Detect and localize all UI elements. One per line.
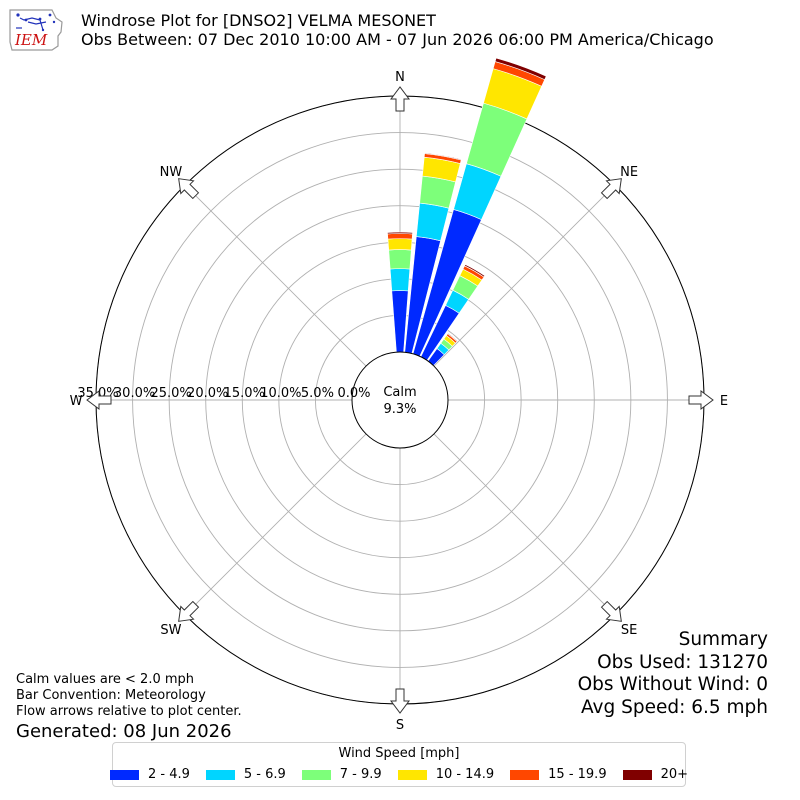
- legend-swatch: [397, 769, 427, 780]
- flow-arrow-icon: [600, 600, 622, 622]
- legend-swatch: [109, 769, 139, 780]
- legend-swatch: [205, 769, 235, 780]
- legend-item: 10 - 14.9: [397, 767, 495, 782]
- direction-label: W: [70, 394, 83, 409]
- flow-arrow-icon: [688, 390, 714, 410]
- wind-bar-segment: [389, 268, 411, 292]
- legend-label: 5 - 6.9: [243, 767, 286, 782]
- legend-swatch: [622, 769, 652, 780]
- summary-heading: Summary: [678, 629, 768, 650]
- direction-label: SW: [160, 623, 181, 638]
- title-line-2: Obs Between: 07 Dec 2010 10:00 AM - 07 J…: [81, 30, 714, 49]
- direction-label: NW: [160, 165, 183, 180]
- wind-bar-segment: [387, 238, 413, 251]
- radial-tick-label: 0.0%: [337, 386, 370, 401]
- legend-label: 20+: [660, 767, 689, 782]
- summary-obs-without-wind: Obs Without Wind: 0: [577, 674, 768, 695]
- direction-label: N: [395, 70, 405, 85]
- chart-title: Windrose Plot for [DNSO2] VELMA MESONET …: [81, 11, 714, 49]
- wind-bar-segment: [415, 202, 450, 242]
- legend-item: 20+: [622, 767, 689, 782]
- radial-tick-label: 5.0%: [301, 386, 334, 401]
- grid-spoke: [433, 433, 616, 616]
- direction-label: E: [720, 394, 728, 409]
- wind-bar-segment: [387, 231, 413, 235]
- legend-label: 2 - 4.9: [147, 767, 190, 782]
- legend-item: 2 - 4.9: [109, 767, 190, 782]
- legend-swatch: [510, 769, 540, 780]
- radial-tick-label: 20.0%: [187, 386, 228, 401]
- flow-arrow-icon: [600, 178, 622, 200]
- calm-circle: [351, 351, 449, 449]
- direction-label: S: [396, 718, 404, 733]
- direction-label: NE: [620, 165, 638, 180]
- svg-text:IEM: IEM: [14, 31, 48, 49]
- calm-value: 9.3%: [383, 402, 416, 417]
- wind-bar-segment: [494, 57, 547, 80]
- legend-label: 7 - 9.9: [339, 767, 382, 782]
- wind-bar-segment: [447, 332, 458, 342]
- radial-tick-label: 10.0%: [260, 386, 301, 401]
- legend-items: 2 - 4.9 5 - 6.9 7 - 9.9 10 - 14.9 15 - 1…: [109, 767, 689, 782]
- calm-note: Calm values are < 2.0 mph: [16, 672, 195, 687]
- iem-logo: IEM: [9, 9, 63, 51]
- title-line-1: Windrose Plot for [DNSO2] VELMA MESONET: [81, 11, 436, 30]
- legend-item: 5 - 6.9: [205, 767, 286, 782]
- calm-label: Calm: [383, 385, 416, 400]
- grid-spoke: [184, 433, 367, 616]
- wind-bar-segment: [424, 152, 462, 161]
- flow-arrow-icon: [390, 86, 410, 112]
- grid-spoke: [184, 184, 367, 367]
- wind-bar-segment: [388, 249, 412, 270]
- legend: Wind Speed [mph] 2 - 4.9 5 - 6.9 7 - 9.9…: [109, 742, 689, 787]
- summary-box: Summary Obs Used: 131270 Obs Without Win…: [578, 629, 768, 719]
- grid-spoke: [433, 184, 616, 367]
- flow-arrow-icon: [390, 688, 410, 714]
- legend-swatch: [301, 769, 331, 780]
- notes-block: Calm values are < 2.0 mph Bar Convention…: [16, 672, 242, 743]
- wind-bar-segment: [387, 233, 413, 240]
- direction-label: SE: [621, 623, 637, 638]
- generated-date: Generated: 08 Jun 2026: [16, 721, 232, 742]
- legend-label: 10 - 14.9: [435, 767, 495, 782]
- radial-tick-label: 15.0%: [224, 386, 265, 401]
- flow-arrow-icon: [86, 390, 112, 410]
- flow-arrow-icon: [178, 600, 200, 622]
- radial-tick-label: 25.0%: [150, 386, 191, 401]
- summary-obs-used: Obs Used: 131270: [597, 651, 768, 673]
- legend-item: 7 - 9.9: [301, 767, 382, 782]
- legend-label: 15 - 19.9: [548, 767, 607, 782]
- flow-arrow-icon: [178, 178, 200, 200]
- bar-convention-note: Bar Convention: Meteorology: [16, 688, 206, 703]
- flow-arrows-note: Flow arrows relative to plot center.: [16, 704, 242, 719]
- summary-avg-speed: Avg Speed: 6.5 mph: [580, 696, 768, 718]
- legend-title: Wind Speed [mph]: [338, 746, 460, 761]
- legend-item: 15 - 19.9: [510, 767, 607, 782]
- wind-bar-segment: [464, 264, 486, 278]
- radial-tick-label: 30.0%: [114, 386, 155, 401]
